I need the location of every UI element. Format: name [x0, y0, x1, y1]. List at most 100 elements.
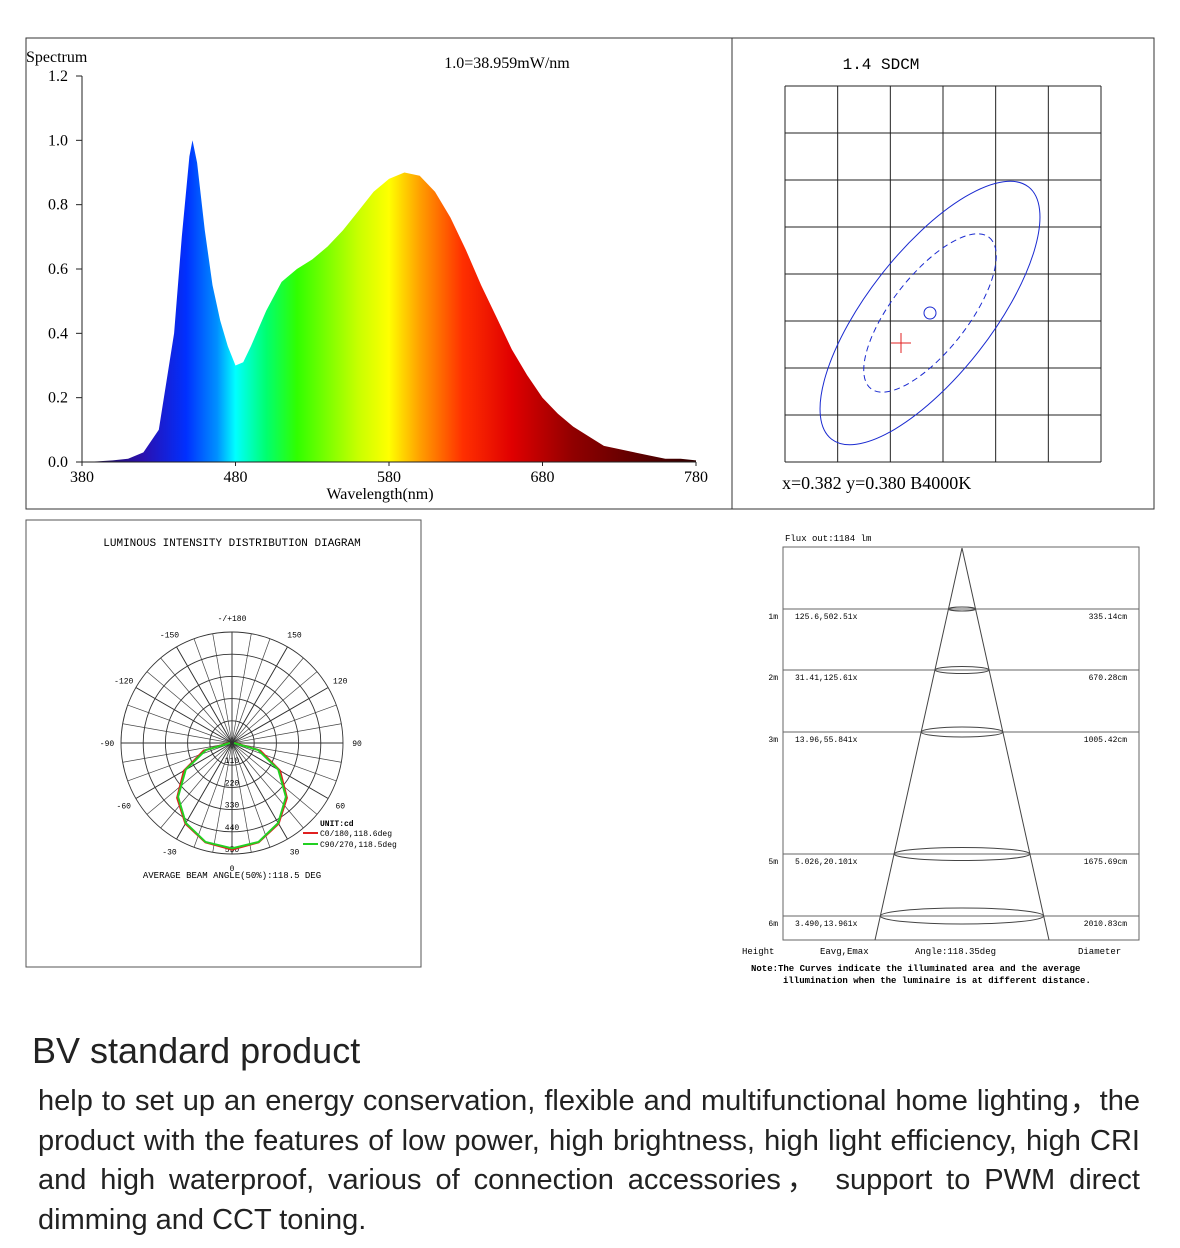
angle-tick — [135, 687, 233, 744]
y-tick-label: 1.2 — [48, 68, 68, 85]
spoke — [127, 704, 233, 744]
spoke — [212, 742, 233, 853]
spoke — [122, 723, 233, 744]
product-title: BV standard product — [32, 1030, 361, 1071]
ring — [187, 698, 277, 788]
angle-tick-label: -90 — [100, 740, 115, 749]
target-point — [923, 306, 937, 320]
ring — [209, 720, 255, 766]
angle-tick-label: 120 — [333, 678, 348, 687]
y-tick-label: 0.0 — [48, 454, 68, 471]
spoke — [231, 742, 271, 848]
legend-label: C90/270,118.5deg — [320, 841, 397, 850]
sdcm-coordinates: x=0.382 y=0.380 B4000K — [782, 473, 971, 493]
polar-title: LUMINOUS INTENSITY DISTRIBUTION DIAGRAM — [103, 538, 360, 550]
x-tick-label: 380 — [70, 469, 94, 486]
y-tick-label: 0.6 — [48, 261, 68, 278]
spoke — [231, 657, 304, 744]
measured-point — [891, 333, 911, 353]
spoke — [231, 671, 318, 744]
ring-label: 220 — [225, 779, 240, 788]
intensity-curve — [176, 742, 288, 851]
sdcm-title: 1.4 SDCM — [843, 56, 920, 74]
ellipse-outer — [819, 180, 1041, 446]
spoke — [231, 638, 271, 744]
spoke — [146, 671, 233, 744]
spoke — [160, 742, 233, 829]
angle-tick-label: -60 — [117, 803, 132, 812]
angle-tick — [176, 646, 233, 744]
row-diameter: 335.14cm — [1089, 613, 1128, 622]
spectrum-chart: 0.0 0.2 0.4 0.6 0.8 1.0 1.2 380 480 580 680 780 — [48, 68, 708, 486]
spoke — [231, 742, 318, 815]
angle-tick-label: 30 — [290, 848, 300, 857]
spectrum-subtitle: 1.0=38.959mW/nm — [444, 55, 570, 72]
spoke — [212, 633, 233, 744]
spoke — [160, 657, 233, 744]
illuminated-area — [893, 847, 1031, 861]
beam-frame — [782, 546, 1140, 941]
x-tick-label: 480 — [224, 469, 248, 486]
angle-tick — [231, 687, 329, 744]
ring — [164, 675, 300, 811]
spoke — [193, 742, 233, 848]
row-illuminance: 31.41,125.61x — [795, 674, 858, 683]
angle-tick-label: 150 — [287, 632, 302, 641]
charts: Spectrum 1.0=38.959mW/nm Wavelength(nm) … — [25, 37, 1155, 986]
row-diameter: 2010.83cm — [1084, 920, 1127, 929]
ring-label: 330 — [225, 802, 240, 811]
spoke — [231, 633, 252, 744]
x-axis-label: Wavelength(nm) — [326, 486, 433, 503]
row-diameter: 1005.42cm — [1084, 736, 1127, 745]
beam-header: Height — [742, 947, 774, 957]
spoke — [231, 742, 304, 829]
row-diameter: 670.28cm — [1089, 674, 1128, 683]
spoke — [231, 742, 252, 853]
beam-cone — [874, 547, 1050, 941]
beam-header: Diameter — [1078, 947, 1121, 957]
spoke — [146, 742, 233, 815]
spectrum-area — [82, 140, 696, 463]
x-tick-label: 680 — [531, 469, 555, 486]
y-tick-label: 1.0 — [48, 132, 68, 149]
illuminated-area — [934, 666, 990, 674]
ring-label: 110 — [225, 757, 240, 766]
y-tick-label: 0.4 — [48, 325, 68, 342]
beam-rows: 1m 125.6,502.51x 335.14cm 2m 31.41,125.61x 67… — [742, 606, 1139, 986]
y-tick-label: 0.2 — [48, 390, 68, 407]
product-text: help to set up an energy conservation, f… — [38, 1085, 1140, 1236]
top-frame — [25, 37, 1155, 510]
ellipse-inner — [863, 233, 997, 393]
angle-tick-label: 0 — [230, 865, 235, 874]
row-height: 3m — [768, 736, 778, 745]
row-height: 6m — [768, 920, 778, 929]
x-tick-label: 780 — [684, 469, 708, 486]
row-height: 1m — [768, 613, 778, 622]
angle-tick-label: 90 — [352, 740, 362, 749]
polar-frame — [25, 519, 422, 968]
spoke — [193, 638, 233, 744]
spoke — [127, 742, 233, 782]
illuminated-area — [879, 907, 1045, 925]
ring — [142, 653, 322, 833]
angle-tick-label: -/+180 — [218, 615, 247, 624]
spoke — [231, 742, 337, 782]
row-diameter: 1675.69cm — [1084, 858, 1127, 867]
legend-label: C0/180,118.6deg — [320, 830, 392, 839]
illuminated-area — [920, 726, 1004, 738]
unit-label: UNIT:cd — [320, 820, 354, 829]
beam-note: Note:The Curves indicate the illuminated… — [751, 964, 1080, 974]
polar-footnote: AVERAGE BEAM ANGLE(50%):118.5 DEG — [143, 871, 321, 881]
illuminated-area — [947, 606, 977, 612]
ring-label: 440 — [225, 824, 240, 833]
y-tick-label: 0.8 — [48, 197, 68, 214]
spoke — [122, 742, 233, 763]
angle-tick-label: -30 — [162, 848, 177, 857]
row-illuminance: 13.96,55.841x — [795, 736, 858, 745]
spectrum-title: Spectrum — [26, 49, 88, 66]
sdcm-ellipses — [819, 180, 1041, 446]
beam-note: illumination when the luminaire is at di… — [783, 976, 1091, 986]
ring — [120, 631, 344, 855]
polar-chart: 0 30 60 90 120 150 -/+180 -150 -120 -90 -60 -30 110 2… — [100, 615, 397, 874]
